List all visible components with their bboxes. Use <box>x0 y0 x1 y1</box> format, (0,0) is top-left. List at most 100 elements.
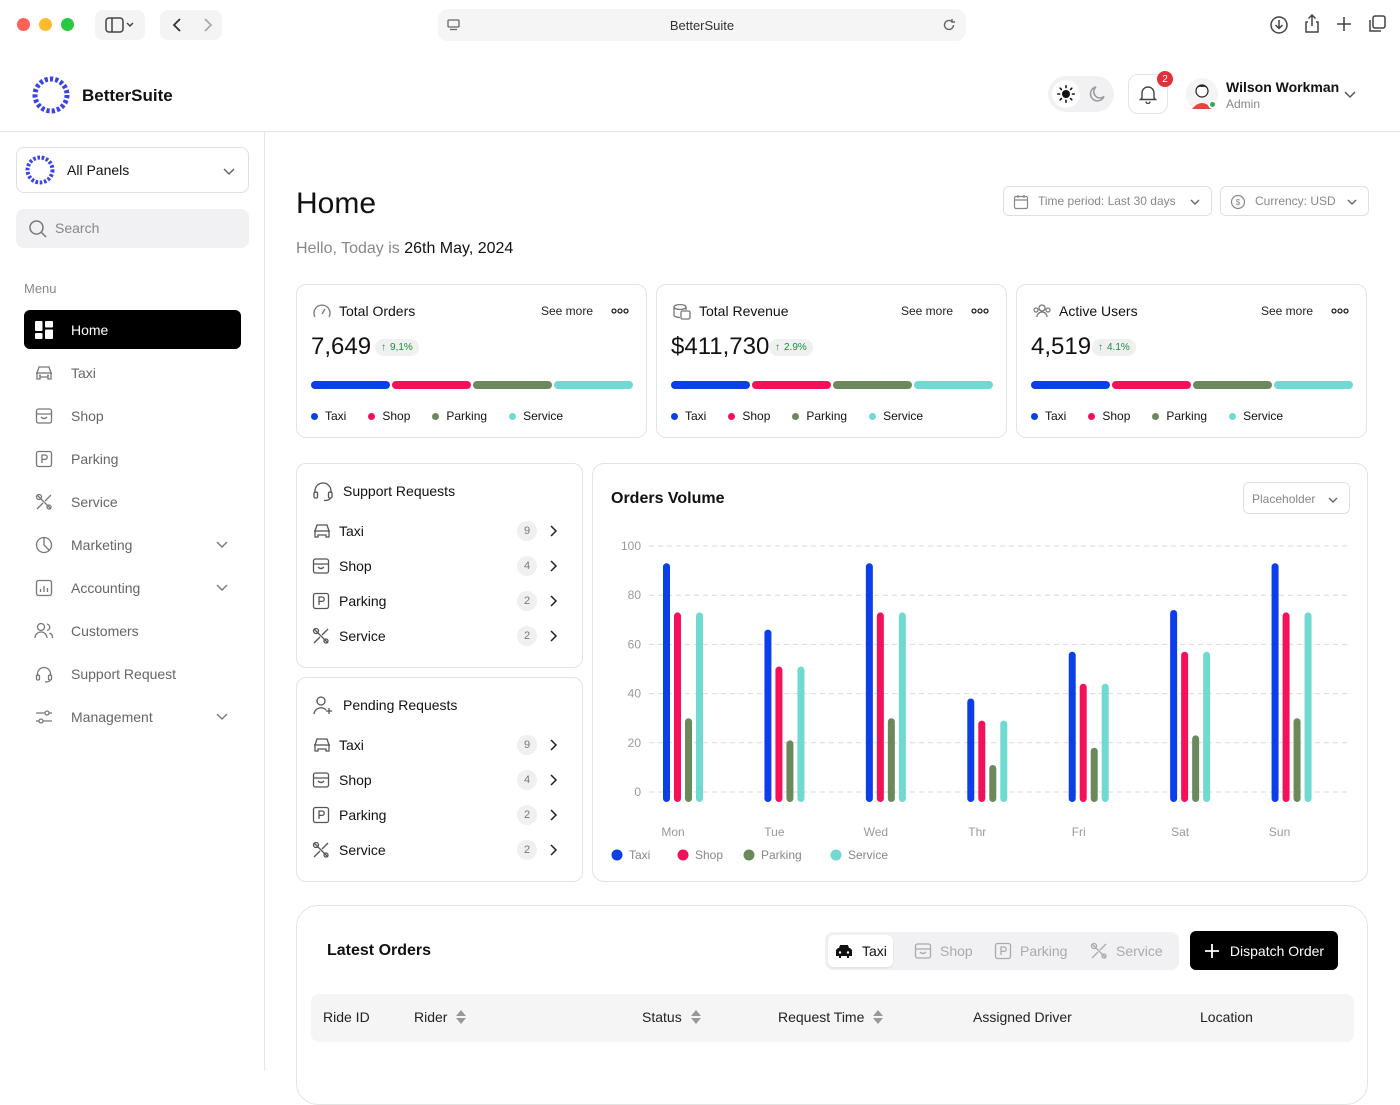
greeting-prefix: Hello, Today is <box>296 240 400 257</box>
sidebar-item-marketing[interactable]: Marketing <box>24 525 241 564</box>
sidebar-item-label: Service <box>71 493 118 510</box>
stat-card-total-revenue: Total Revenue See more $411,730 ↑ 2.9% Ta… <box>656 284 1007 438</box>
request-row-taxi[interactable]: Taxi 9 <box>312 518 568 544</box>
column-status[interactable]: Status <box>642 1009 702 1025</box>
y-tick-label: 40 <box>628 687 642 701</box>
chevron-right-icon <box>550 774 558 786</box>
sidebar-item-parking[interactable]: Parking <box>24 439 241 478</box>
tab-parking[interactable]: Parking <box>988 935 1073 967</box>
request-row-label: Shop <box>339 558 372 574</box>
request-count: 2 <box>517 805 537 825</box>
legend-label: Taxi <box>685 409 707 423</box>
sidebar-item-home[interactable]: Home <box>24 310 241 349</box>
bar-segment-service <box>554 381 633 389</box>
legend-label: Taxi <box>1045 409 1067 423</box>
browser-toolbar: BetterSuite <box>0 0 1400 50</box>
calendar-icon <box>1013 195 1029 210</box>
column-rider[interactable]: Rider <box>414 1009 467 1025</box>
search-input[interactable]: Search <box>16 209 249 248</box>
avatar[interactable] <box>1186 78 1218 110</box>
coins-icon <box>673 303 691 320</box>
chevron-down-icon <box>223 168 235 176</box>
see-more-link[interactable]: See more <box>900 304 953 318</box>
column-label: Ride ID <box>323 1009 370 1025</box>
chevron-right-icon <box>550 525 558 537</box>
orders-volume-select[interactable]: Placeholder <box>1243 482 1350 514</box>
address-bar[interactable]: BetterSuite <box>438 9 966 41</box>
sidebar-item-accounting[interactable]: Accounting <box>24 568 241 607</box>
legend-marker-taxi <box>611 849 623 861</box>
pending-row-shop[interactable]: Shop 4 <box>312 767 568 793</box>
see-more-link[interactable]: See more <box>1260 304 1313 318</box>
tools-icon <box>312 627 332 645</box>
stat-value: 7,649 <box>311 333 372 360</box>
see-more-link[interactable]: See more <box>540 304 593 318</box>
sidebar-item-label: Management <box>71 708 153 725</box>
pending-row-parking[interactable]: Parking 2 <box>312 802 568 828</box>
chevron-down-icon[interactable] <box>1342 86 1358 102</box>
stat-change-badge: ↑ 2.9% <box>769 339 813 356</box>
sidebar-item-customers[interactable]: Customers <box>24 611 241 650</box>
new-tab-icon[interactable] <box>1335 15 1353 33</box>
sort-icon[interactable] <box>872 1009 884 1025</box>
currency-filter[interactable]: $ Currency: USD <box>1220 186 1369 216</box>
pending-row-service[interactable]: Service 2 <box>312 837 568 863</box>
tab-label: Parking <box>1020 943 1068 959</box>
request-row-parking[interactable]: Parking 2 <box>312 588 568 614</box>
bar-segment-parking <box>473 381 552 389</box>
time-period-filter[interactable]: Time period: Last 30 days <box>1003 186 1212 216</box>
request-row-label: Taxi <box>339 523 364 539</box>
request-row-service[interactable]: Service 2 <box>312 623 568 649</box>
greeting: Hello, Today is 26th May, 2024 <box>296 240 513 258</box>
sidebar-item-service[interactable]: Service <box>24 482 241 521</box>
tab-overview-icon[interactable] <box>1367 14 1387 34</box>
stat-change-badge: ↑ 4.1% <box>1092 339 1136 356</box>
sidebar-toggle-button[interactable] <box>95 10 145 40</box>
notifications-button[interactable]: 2 <box>1128 71 1173 114</box>
request-row-shop[interactable]: Shop 4 <box>312 553 568 579</box>
request-count: 2 <box>517 840 537 860</box>
y-tick-label: 20 <box>628 736 642 750</box>
tab-shop[interactable]: Shop <box>908 935 979 967</box>
brand-name: BetterSuite <box>82 86 173 105</box>
tab-taxi[interactable]: Taxi <box>828 935 893 967</box>
request-count: 9 <box>517 735 537 755</box>
stat-card-total-orders: Total Orders See more 7,649 ↑ 9,1% Taxi S… <box>296 284 647 438</box>
dispatch-order-button[interactable]: Dispatch Order <box>1190 931 1338 970</box>
theme-toggle[interactable] <box>1048 76 1114 112</box>
pending-row-taxi[interactable]: Taxi 9 <box>312 732 568 758</box>
moon-icon[interactable] <box>1084 80 1112 108</box>
more-icon[interactable] <box>611 304 629 318</box>
legend-label-shop: Shop <box>695 848 723 862</box>
panel-select[interactable]: All Panels <box>16 147 249 193</box>
column-assigned-driver: Assigned Driver <box>973 1009 1072 1025</box>
sidebar-item-shop[interactable]: Shop <box>24 396 241 435</box>
minimize-window-button[interactable] <box>39 18 52 31</box>
more-icon[interactable] <box>1331 304 1349 318</box>
reload-icon[interactable] <box>942 18 956 32</box>
sidebar-item-support-request[interactable]: Support Request <box>24 654 241 693</box>
currency-label: Currency: USD <box>1255 194 1336 208</box>
maximize-window-button[interactable] <box>61 18 74 31</box>
sidebar-item-taxi[interactable]: Taxi <box>24 353 241 392</box>
x-tick-label: Wed <box>864 825 888 839</box>
downloads-icon[interactable] <box>1269 15 1289 35</box>
bar-service-sat <box>1203 651 1211 802</box>
bar-service-wed <box>898 612 906 802</box>
sidebar-item-management[interactable]: Management <box>24 697 241 736</box>
column-request-time[interactable]: Request Time <box>778 1009 884 1025</box>
user-name: Wilson Workman <box>1226 79 1340 95</box>
stat-change-value: 4.1% <box>1107 342 1130 353</box>
stat-change-value: 9,1% <box>390 342 413 353</box>
bar-shop-wed <box>876 612 884 802</box>
sort-icon[interactable] <box>455 1009 467 1025</box>
share-icon[interactable] <box>1302 14 1322 34</box>
bar-parking-fri <box>1090 747 1098 802</box>
sort-icon[interactable] <box>690 1009 702 1025</box>
chevron-down-icon <box>216 584 228 591</box>
tab-service[interactable]: Service <box>1084 935 1169 967</box>
bar-service-mon <box>696 612 703 802</box>
more-icon[interactable] <box>971 304 989 318</box>
sun-icon[interactable] <box>1052 80 1080 108</box>
close-window-button[interactable] <box>17 18 30 31</box>
